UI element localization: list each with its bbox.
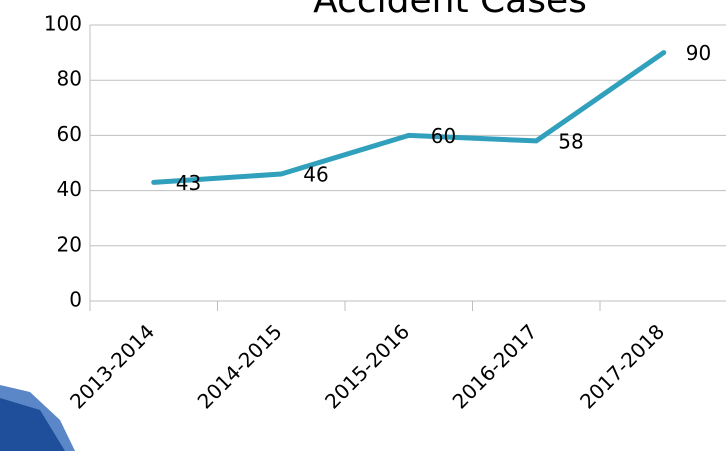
line [151,50,667,185]
data-label: 43 [176,171,201,195]
y-tick-label: 0 [69,288,82,312]
x-tick-label: 2015-2016 [320,319,414,413]
y-tick-label: 100 [44,12,82,36]
data-label: 46 [303,163,328,187]
x-tick-label: 2017-2018 [575,319,669,413]
y-tick-label: 60 [57,122,82,146]
chart-title: Accident Cases [313,0,587,21]
y-tick-label: 40 [57,177,82,201]
data-label: 90 [686,41,711,65]
decoration [0,385,75,451]
y-tick-label: 80 [57,67,82,91]
data-label: 58 [558,129,583,153]
x-tick-label: 2014-2015 [193,319,287,413]
x-tick-label: 2016-2017 [448,319,542,413]
y-tick-label: 20 [57,232,82,256]
x-tick-label: 2013-2014 [65,319,159,413]
data-label: 60 [431,124,456,148]
